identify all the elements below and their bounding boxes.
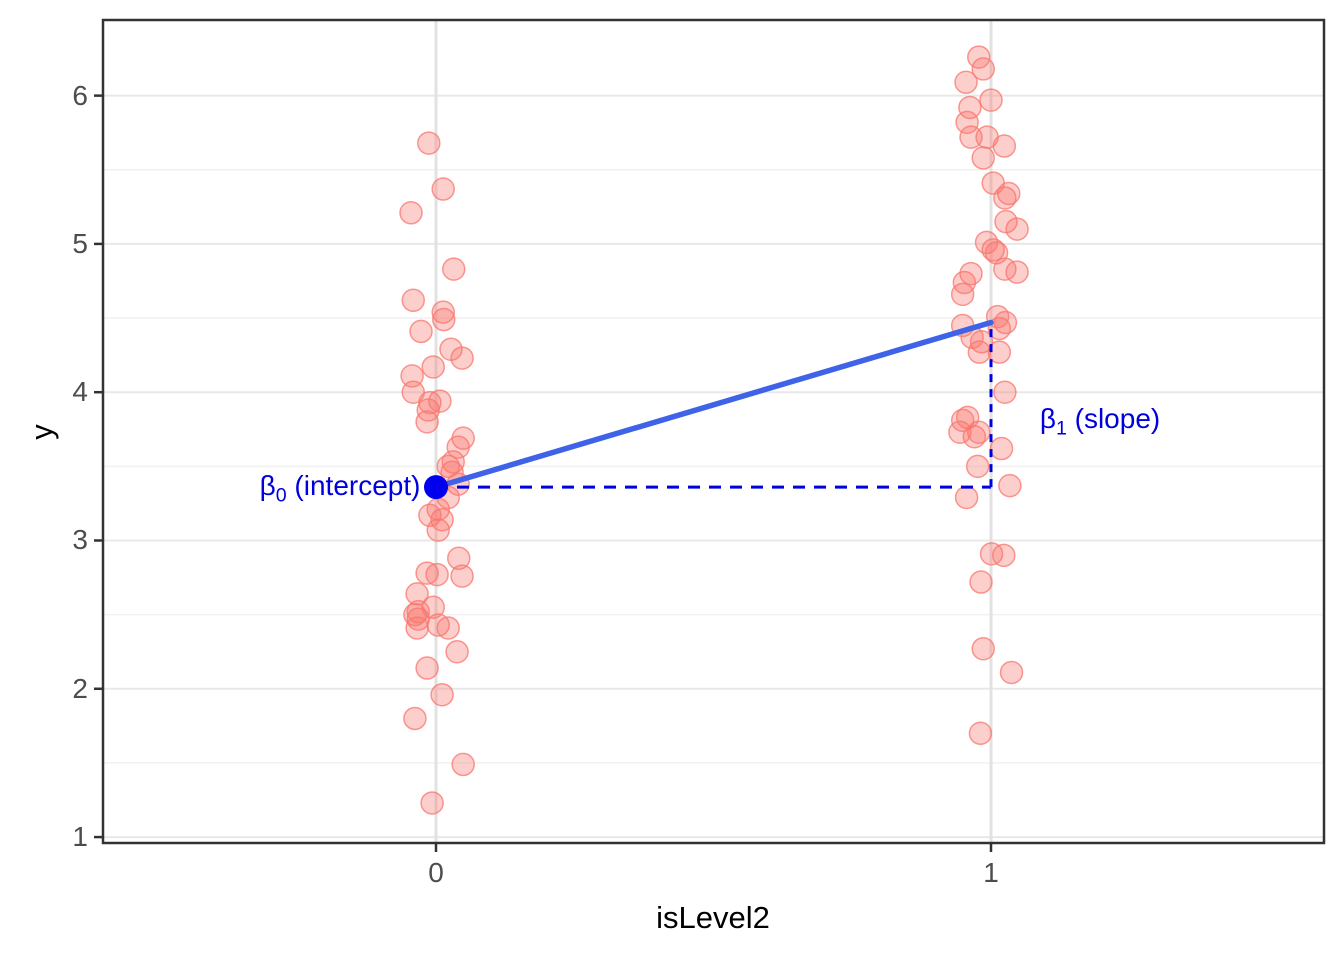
- intercept-point: [424, 475, 448, 500]
- data-point: [415, 410, 439, 434]
- beta0-label: β0 (intercept): [259, 470, 421, 507]
- data-point: [405, 582, 429, 606]
- data-point: [442, 257, 466, 281]
- data-point: [431, 300, 455, 324]
- y-tick-label: 4: [72, 376, 88, 408]
- x-tick-label: 1: [983, 857, 999, 888]
- y-tick-label: 2: [72, 672, 88, 704]
- beta1-label-subscript: 1: [1055, 417, 1067, 440]
- data-point: [451, 752, 475, 777]
- data-point: [430, 682, 454, 707]
- data-point: [987, 340, 1012, 364]
- data-point: [450, 346, 474, 370]
- x-tick-label: 0: [428, 857, 444, 888]
- panel-border: [101, 18, 1326, 845]
- y-tick-label: 3: [72, 524, 88, 556]
- data-point: [968, 721, 993, 746]
- data-point: [447, 546, 471, 571]
- beta1-label: β1 (slope): [1039, 403, 1161, 440]
- data-point: [969, 570, 993, 594]
- data-point: [967, 340, 992, 364]
- data-point: [989, 436, 1014, 461]
- data-point: [405, 616, 429, 640]
- data-point: [445, 639, 469, 664]
- data-point: [403, 706, 427, 731]
- data-point: [971, 57, 995, 81]
- data-point: [415, 656, 439, 680]
- data-point: [954, 485, 979, 510]
- data-point: [997, 181, 1021, 206]
- data-point: [987, 316, 1012, 341]
- data-point: [992, 543, 1016, 568]
- data-point: [981, 238, 1005, 262]
- x-axis-title: isLevel2: [656, 900, 770, 935]
- data-point: [950, 282, 975, 307]
- data-point: [418, 390, 442, 415]
- data-point: [425, 562, 449, 587]
- y-axis-title: y: [24, 424, 59, 440]
- y-tick-label: 5: [72, 227, 88, 259]
- data-point: [416, 398, 440, 422]
- data-point: [436, 616, 460, 640]
- data-point: [401, 380, 425, 404]
- data-point: [967, 45, 991, 69]
- data-point: [948, 420, 972, 444]
- data-point: [958, 95, 982, 120]
- data-point: [409, 319, 433, 344]
- data-point: [959, 125, 983, 149]
- data-point: [965, 454, 990, 479]
- y-tick-label: 6: [72, 79, 88, 111]
- data-point: [998, 473, 1022, 498]
- beta0-label-subscript: 0: [275, 484, 287, 507]
- data-point: [426, 518, 450, 542]
- data-point: [967, 420, 991, 444]
- data-point: [955, 110, 979, 135]
- data-point: [979, 88, 1003, 112]
- data-point: [418, 503, 442, 528]
- data-point: [446, 435, 470, 459]
- data-point: [415, 561, 439, 585]
- data-point: [420, 791, 444, 815]
- y-tick-label: 1: [72, 821, 88, 853]
- data-point: [992, 134, 1017, 158]
- data-point: [450, 564, 474, 588]
- data-point: [971, 636, 995, 661]
- data-point: [428, 389, 452, 413]
- data-point: [421, 355, 445, 379]
- data-point: [993, 380, 1017, 404]
- data-point: [979, 542, 1004, 566]
- data-point: [1005, 260, 1029, 284]
- data-point: [399, 201, 423, 225]
- data-point: [432, 307, 456, 332]
- data-point: [431, 177, 455, 201]
- data-point: [1005, 217, 1029, 241]
- data-point: [999, 660, 1024, 685]
- data-point: [993, 186, 1017, 210]
- data-point: [962, 424, 987, 449]
- data-point: [954, 70, 978, 95]
- regression-line: [433, 319, 994, 490]
- data-point: [971, 146, 995, 170]
- data-point: [952, 270, 977, 295]
- data-point: [401, 288, 425, 313]
- data-point: [417, 131, 441, 155]
